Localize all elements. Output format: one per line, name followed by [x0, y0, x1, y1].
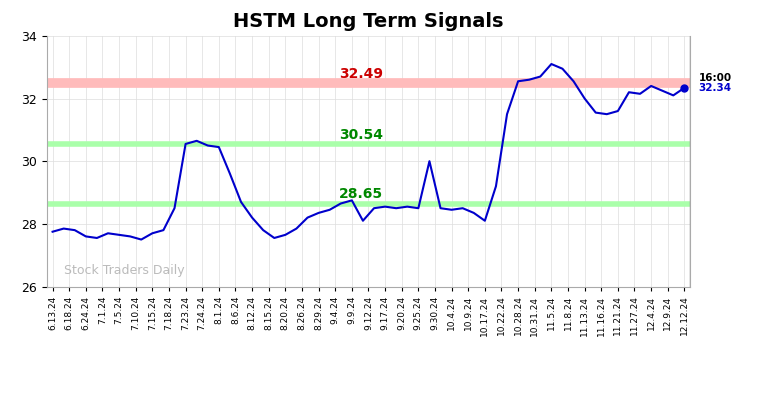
Text: 32.34: 32.34: [699, 83, 732, 93]
Text: Stock Traders Daily: Stock Traders Daily: [64, 264, 184, 277]
Title: HSTM Long Term Signals: HSTM Long Term Signals: [233, 12, 504, 31]
Text: 30.54: 30.54: [339, 128, 383, 142]
Text: 16:00: 16:00: [699, 74, 732, 84]
Text: 32.49: 32.49: [339, 66, 383, 81]
Text: 28.65: 28.65: [339, 187, 383, 201]
